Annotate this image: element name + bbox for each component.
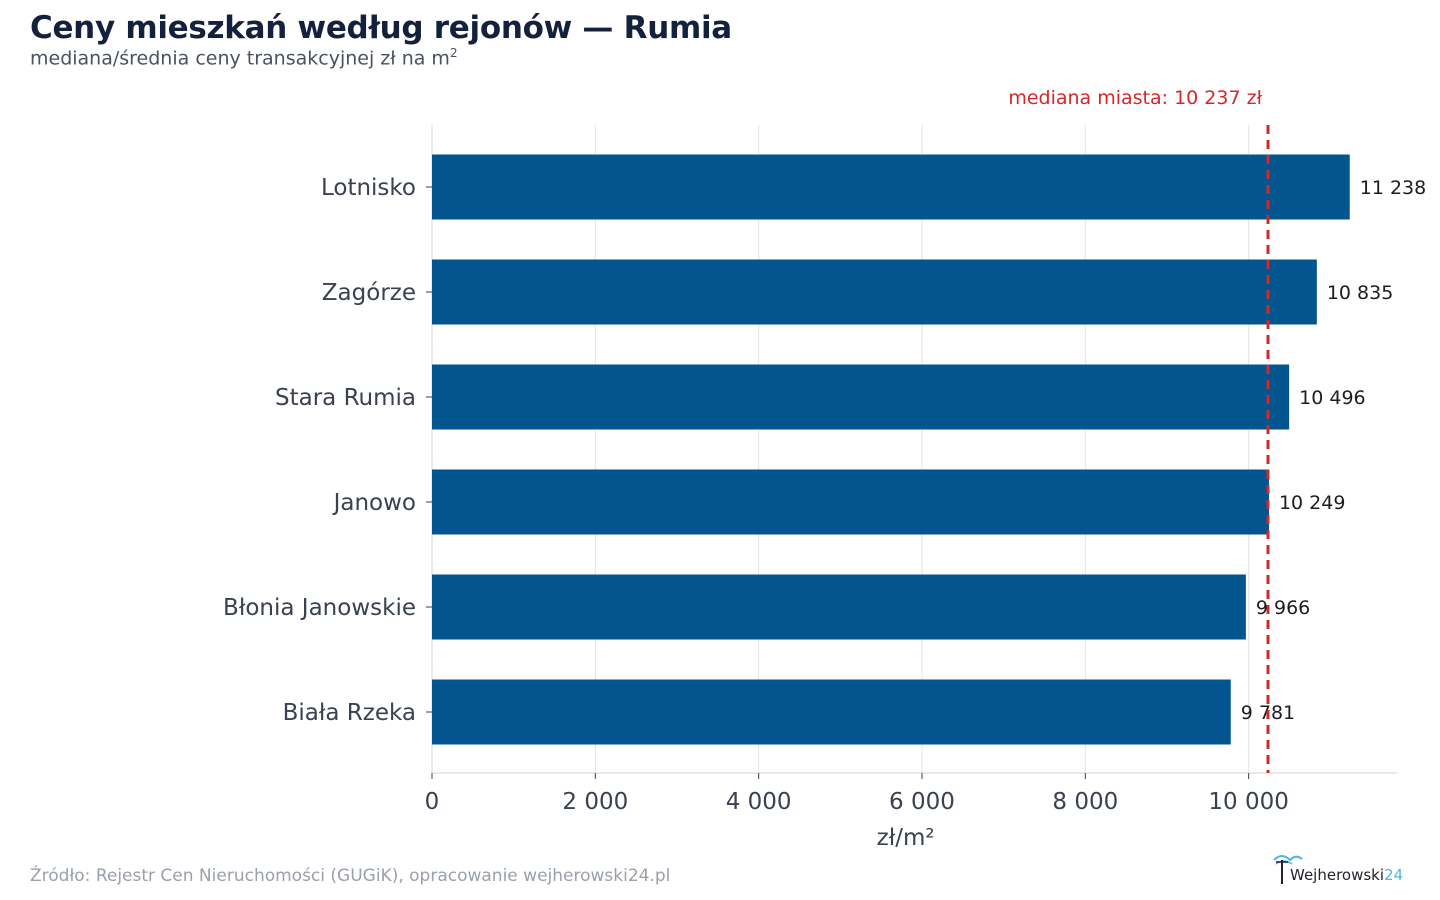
wejherowski24-logo: Wejherowski24 [1268, 850, 1413, 890]
x-tick-label: 10 000 [1208, 789, 1288, 815]
x-tick-label: 2 000 [562, 789, 628, 815]
bar [432, 574, 1246, 640]
bar [432, 469, 1269, 535]
median-reference-label: mediana miasta: 10 237 zł [1008, 87, 1262, 109]
category-label: Biała Rzeka [283, 700, 416, 726]
x-tick-label: 4 000 [726, 789, 792, 815]
category-label: Janowo [332, 490, 416, 516]
category-label: Zagórze [322, 280, 416, 306]
bar [432, 364, 1290, 430]
source-note: Źródło: Rejestr Cen Nieruchomości (GUGiK… [30, 866, 671, 886]
logo-text: Wejherowski [1290, 866, 1385, 884]
value-label: 9 966 [1256, 597, 1310, 619]
logo-accent-text: 24 [1384, 866, 1404, 884]
category-label: Błonia Janowskie [223, 595, 416, 621]
chart-subtitle: mediana/średnia ceny transakcyjnej zł na… [30, 46, 458, 70]
chart-title: Ceny mieszkań według rejonów — Rumia [30, 10, 732, 46]
category-label: Stara Rumia [275, 385, 416, 411]
bar [432, 679, 1231, 745]
bar [432, 154, 1350, 220]
value-label: 10 249 [1279, 492, 1345, 514]
x-axis-label: zł/m² [877, 825, 935, 851]
category-label: Lotnisko [321, 175, 416, 201]
value-label: 11 238 [1360, 177, 1426, 199]
value-label: 10 835 [1327, 282, 1393, 304]
x-tick-label: 6 000 [889, 789, 955, 815]
bar [432, 259, 1317, 325]
x-tick-label: 8 000 [1052, 789, 1118, 815]
value-label: 10 496 [1299, 387, 1365, 409]
x-tick-label: 0 [425, 789, 440, 815]
logo-mark-icon [1273, 855, 1303, 884]
